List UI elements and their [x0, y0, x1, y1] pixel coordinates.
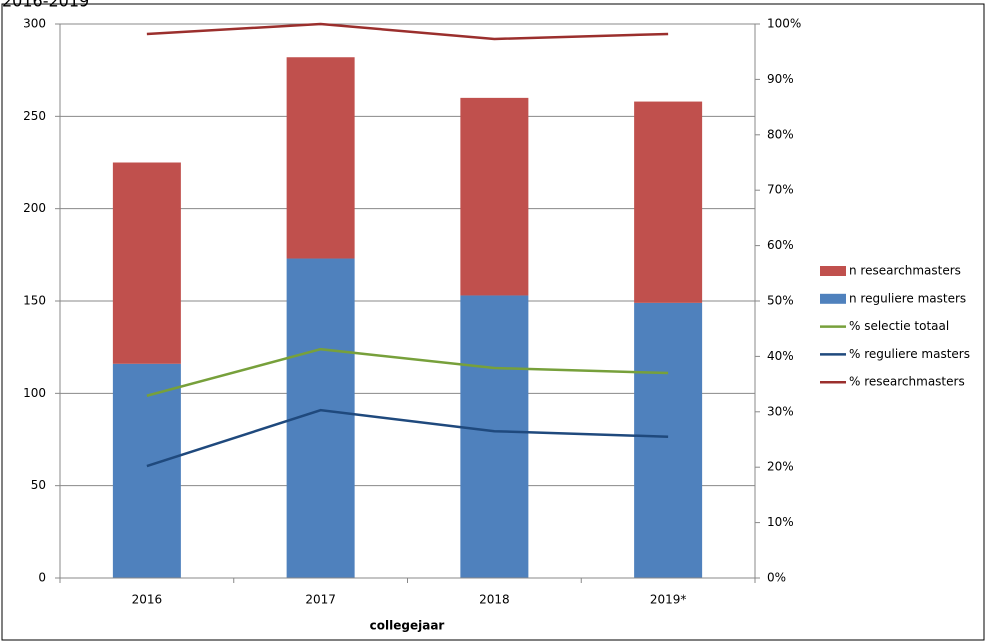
- y2-tick-label: 90%: [767, 72, 794, 86]
- bar: [634, 302, 703, 578]
- bar: [112, 363, 181, 578]
- x-tick-label: 2018: [479, 593, 510, 607]
- line-series: [146, 22, 669, 41]
- y-tick-label: 300: [23, 17, 46, 31]
- y2-tick-label: 30%: [767, 404, 794, 418]
- y-tick-label: 100: [23, 386, 46, 400]
- line-series: [146, 347, 669, 397]
- y2-tick-label: 40%: [767, 349, 794, 363]
- legend-label: % researchmasters: [849, 375, 965, 389]
- line-series: [146, 408, 669, 468]
- legend-label: % selectie totaal: [849, 319, 949, 333]
- x-tick-label: 2016: [132, 593, 163, 607]
- legend-swatch: [820, 293, 846, 304]
- y-tick-label: 150: [23, 294, 46, 308]
- bar: [634, 101, 703, 303]
- y-tick-label: 250: [23, 109, 46, 123]
- legend-label: % reguliere masters: [849, 347, 970, 361]
- bar: [286, 57, 355, 259]
- y-tick-label: 50: [31, 478, 46, 492]
- bar: [460, 97, 529, 296]
- legend-label: n researchmasters: [849, 264, 961, 278]
- y2-tick-label: 20%: [767, 460, 794, 474]
- bar: [460, 295, 529, 578]
- x-axis-title: collegejaar: [370, 619, 445, 633]
- x-tick-label: 2019*: [650, 593, 687, 607]
- y2-tick-label: 50%: [767, 294, 794, 308]
- y2-tick-label: 80%: [767, 127, 794, 141]
- y2-tick-label: 70%: [767, 183, 794, 197]
- chart-title: 2016-2019: [2, 0, 89, 11]
- y2-tick-label: 0%: [767, 571, 786, 585]
- legend-swatch: [820, 266, 846, 276]
- y-tick-label: 0: [38, 571, 46, 585]
- x-tick-label: 2017: [305, 593, 336, 607]
- y2-tick-label: 60%: [767, 238, 794, 252]
- legend-label: n reguliere masters: [849, 291, 966, 305]
- y2-tick-label: 100%: [767, 17, 801, 31]
- bar: [112, 162, 181, 364]
- y2-tick-label: 10%: [767, 515, 794, 529]
- y-tick-label: 200: [23, 201, 46, 215]
